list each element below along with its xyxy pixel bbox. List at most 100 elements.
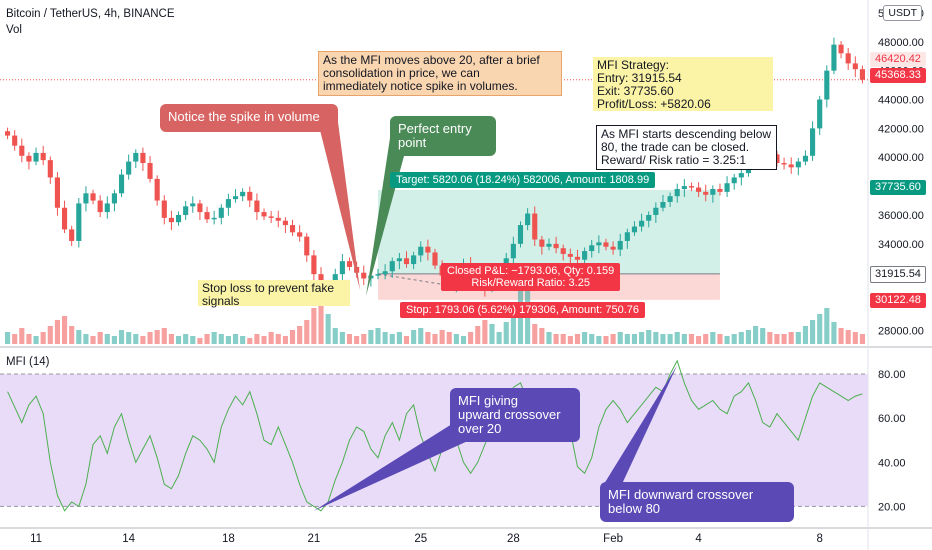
candle-body [83,193,89,204]
candle-body [69,229,75,241]
volume-bar [154,330,160,344]
volume-bar [774,334,780,344]
volume-bar [439,330,445,344]
candle-body [297,232,303,237]
candle-body [76,203,82,241]
candle-body [382,271,388,275]
volume-bar [810,320,816,344]
volume-bar [19,328,25,344]
candle-body [795,161,801,168]
candle-body [696,187,702,192]
volume-bar [368,330,374,344]
candle-body [19,145,25,156]
candle-body [104,203,110,213]
candle-body [596,242,602,246]
volume-bar [4,332,11,344]
candle-body [432,252,438,266]
candle-body [346,261,353,267]
last-price-tag: 45368.33 [870,68,926,83]
candle-body [610,246,616,250]
volume-bar [510,316,516,344]
candle-body [268,216,274,218]
candle-body [26,155,32,162]
time-tick-label: 21 [307,533,320,545]
candle-body [717,188,723,192]
volume-bar [802,326,809,344]
volume-bar [667,334,673,344]
candle-body [674,188,680,197]
target-zone [378,189,720,274]
volume-bar [475,326,481,344]
volume-bar [161,328,167,344]
candle-body [389,261,395,272]
entry-price-tag: 31915.54 [870,266,926,283]
volume-bar [852,332,858,344]
volume-bar [503,322,509,344]
volume-bar [83,334,89,344]
candle-body [838,44,844,54]
mfi-legend: MFI (14) [6,356,50,368]
candle-body [810,128,816,156]
candle-body [532,213,538,240]
price-tick-label: 36000.00 [878,210,924,222]
candle-body [703,191,709,195]
candle-body [639,220,645,227]
volume-bar [539,328,545,344]
candle-body [54,177,60,208]
candle-body [859,69,866,80]
entry-point-callout: Perfect entry point [390,116,496,156]
volume-bar [845,330,851,344]
currency-button[interactable]: USDT [883,5,922,21]
volume-bar [859,334,866,344]
volume-bar [838,328,844,344]
time-tick-label: Feb [603,533,623,545]
volume-bar [218,334,224,344]
volume-bar [275,334,281,344]
volume-bar [375,328,381,344]
candle-body [47,160,53,178]
candle-body [710,188,716,195]
candle-body [603,242,609,247]
volume-bar [396,332,402,344]
volume-bar [631,334,638,344]
candle-body [660,201,666,208]
volume-bar [225,336,231,344]
candle-body [225,199,231,208]
candle-body [653,207,659,215]
candle-body [852,63,858,70]
closed-pnl-text: Closed P&L: −1793.06, Qty: 0.159 [447,265,615,277]
candle-body [817,99,823,129]
mfi-tick-label: 60.00 [878,413,906,425]
candle-body [4,131,11,136]
candle-body [304,236,310,256]
volume-bar [76,330,82,344]
volume-bar [710,332,716,344]
candle-body [525,213,531,226]
candle-body [168,217,174,223]
candle-body [517,225,524,244]
candle-body [261,212,267,217]
volume-bar [12,334,18,344]
volume-bar [482,320,488,344]
volume-bar [332,328,338,344]
volume-bar [660,334,666,344]
candle-body [688,186,695,188]
candle-body [624,232,630,241]
candle-body [582,251,588,260]
candle-body [738,173,744,178]
volume-bar [197,338,203,344]
volume-bar [240,336,246,344]
volume-bar [653,332,659,344]
volume-bar [496,332,502,344]
candle-body [631,226,638,233]
candle-body [418,246,424,256]
candle-body [289,225,296,233]
volume-bar [339,332,345,344]
volume-bar [717,334,723,344]
volume-bar [97,332,103,344]
volume-bar [69,326,75,344]
candle-body [254,200,260,213]
candle-body [282,220,288,226]
symbol-title: Bitcoin / TetherUS, 4h, BINANCE [6,8,175,20]
volume-bar [624,334,630,344]
